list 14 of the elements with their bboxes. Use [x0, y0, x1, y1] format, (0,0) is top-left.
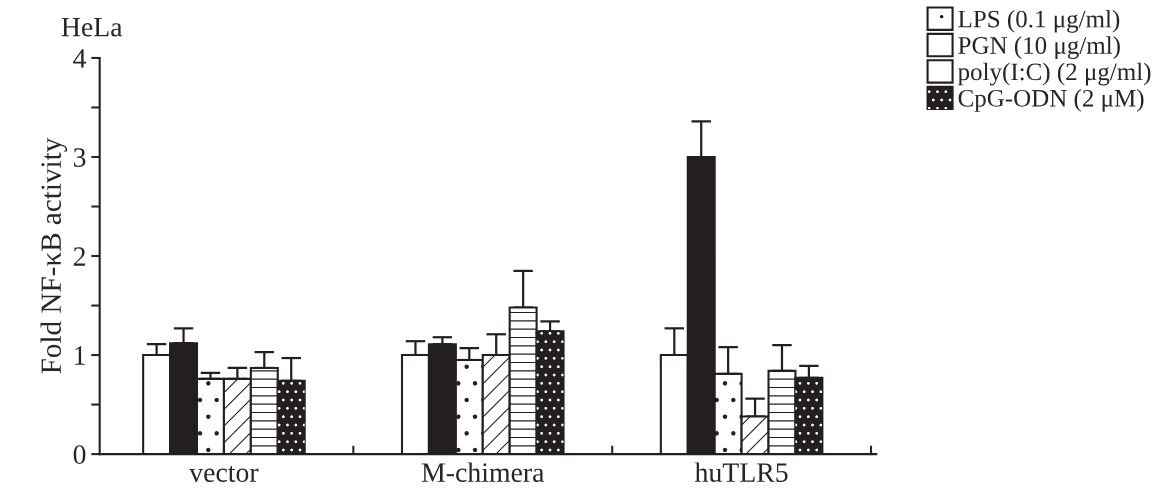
y-tick-label: 3: [73, 148, 86, 167]
y-tick-label: 1: [75, 346, 85, 365]
legend-label: CpG-ODN (2 μM): [958, 89, 1144, 112]
x-tick-label: M-chimera: [421, 462, 545, 482]
x-tick-label: vector: [189, 466, 259, 482]
x-tick-label: huTLR5: [694, 462, 788, 482]
y-tick-label: 4: [73, 49, 87, 68]
legend-label: poly(I:C) (2 μg/ml): [957, 62, 1151, 86]
chart-title: HeLa: [61, 18, 123, 37]
y-tick-label: 2: [73, 247, 85, 266]
legend-label: LPS (0.1 μg/ml): [958, 9, 1120, 33]
y-axis-title: Fold NF-κB activity: [40, 137, 68, 374]
legend-label: PGN (10 μg/ml): [958, 36, 1120, 60]
y-tick-label: 0: [73, 445, 86, 465]
